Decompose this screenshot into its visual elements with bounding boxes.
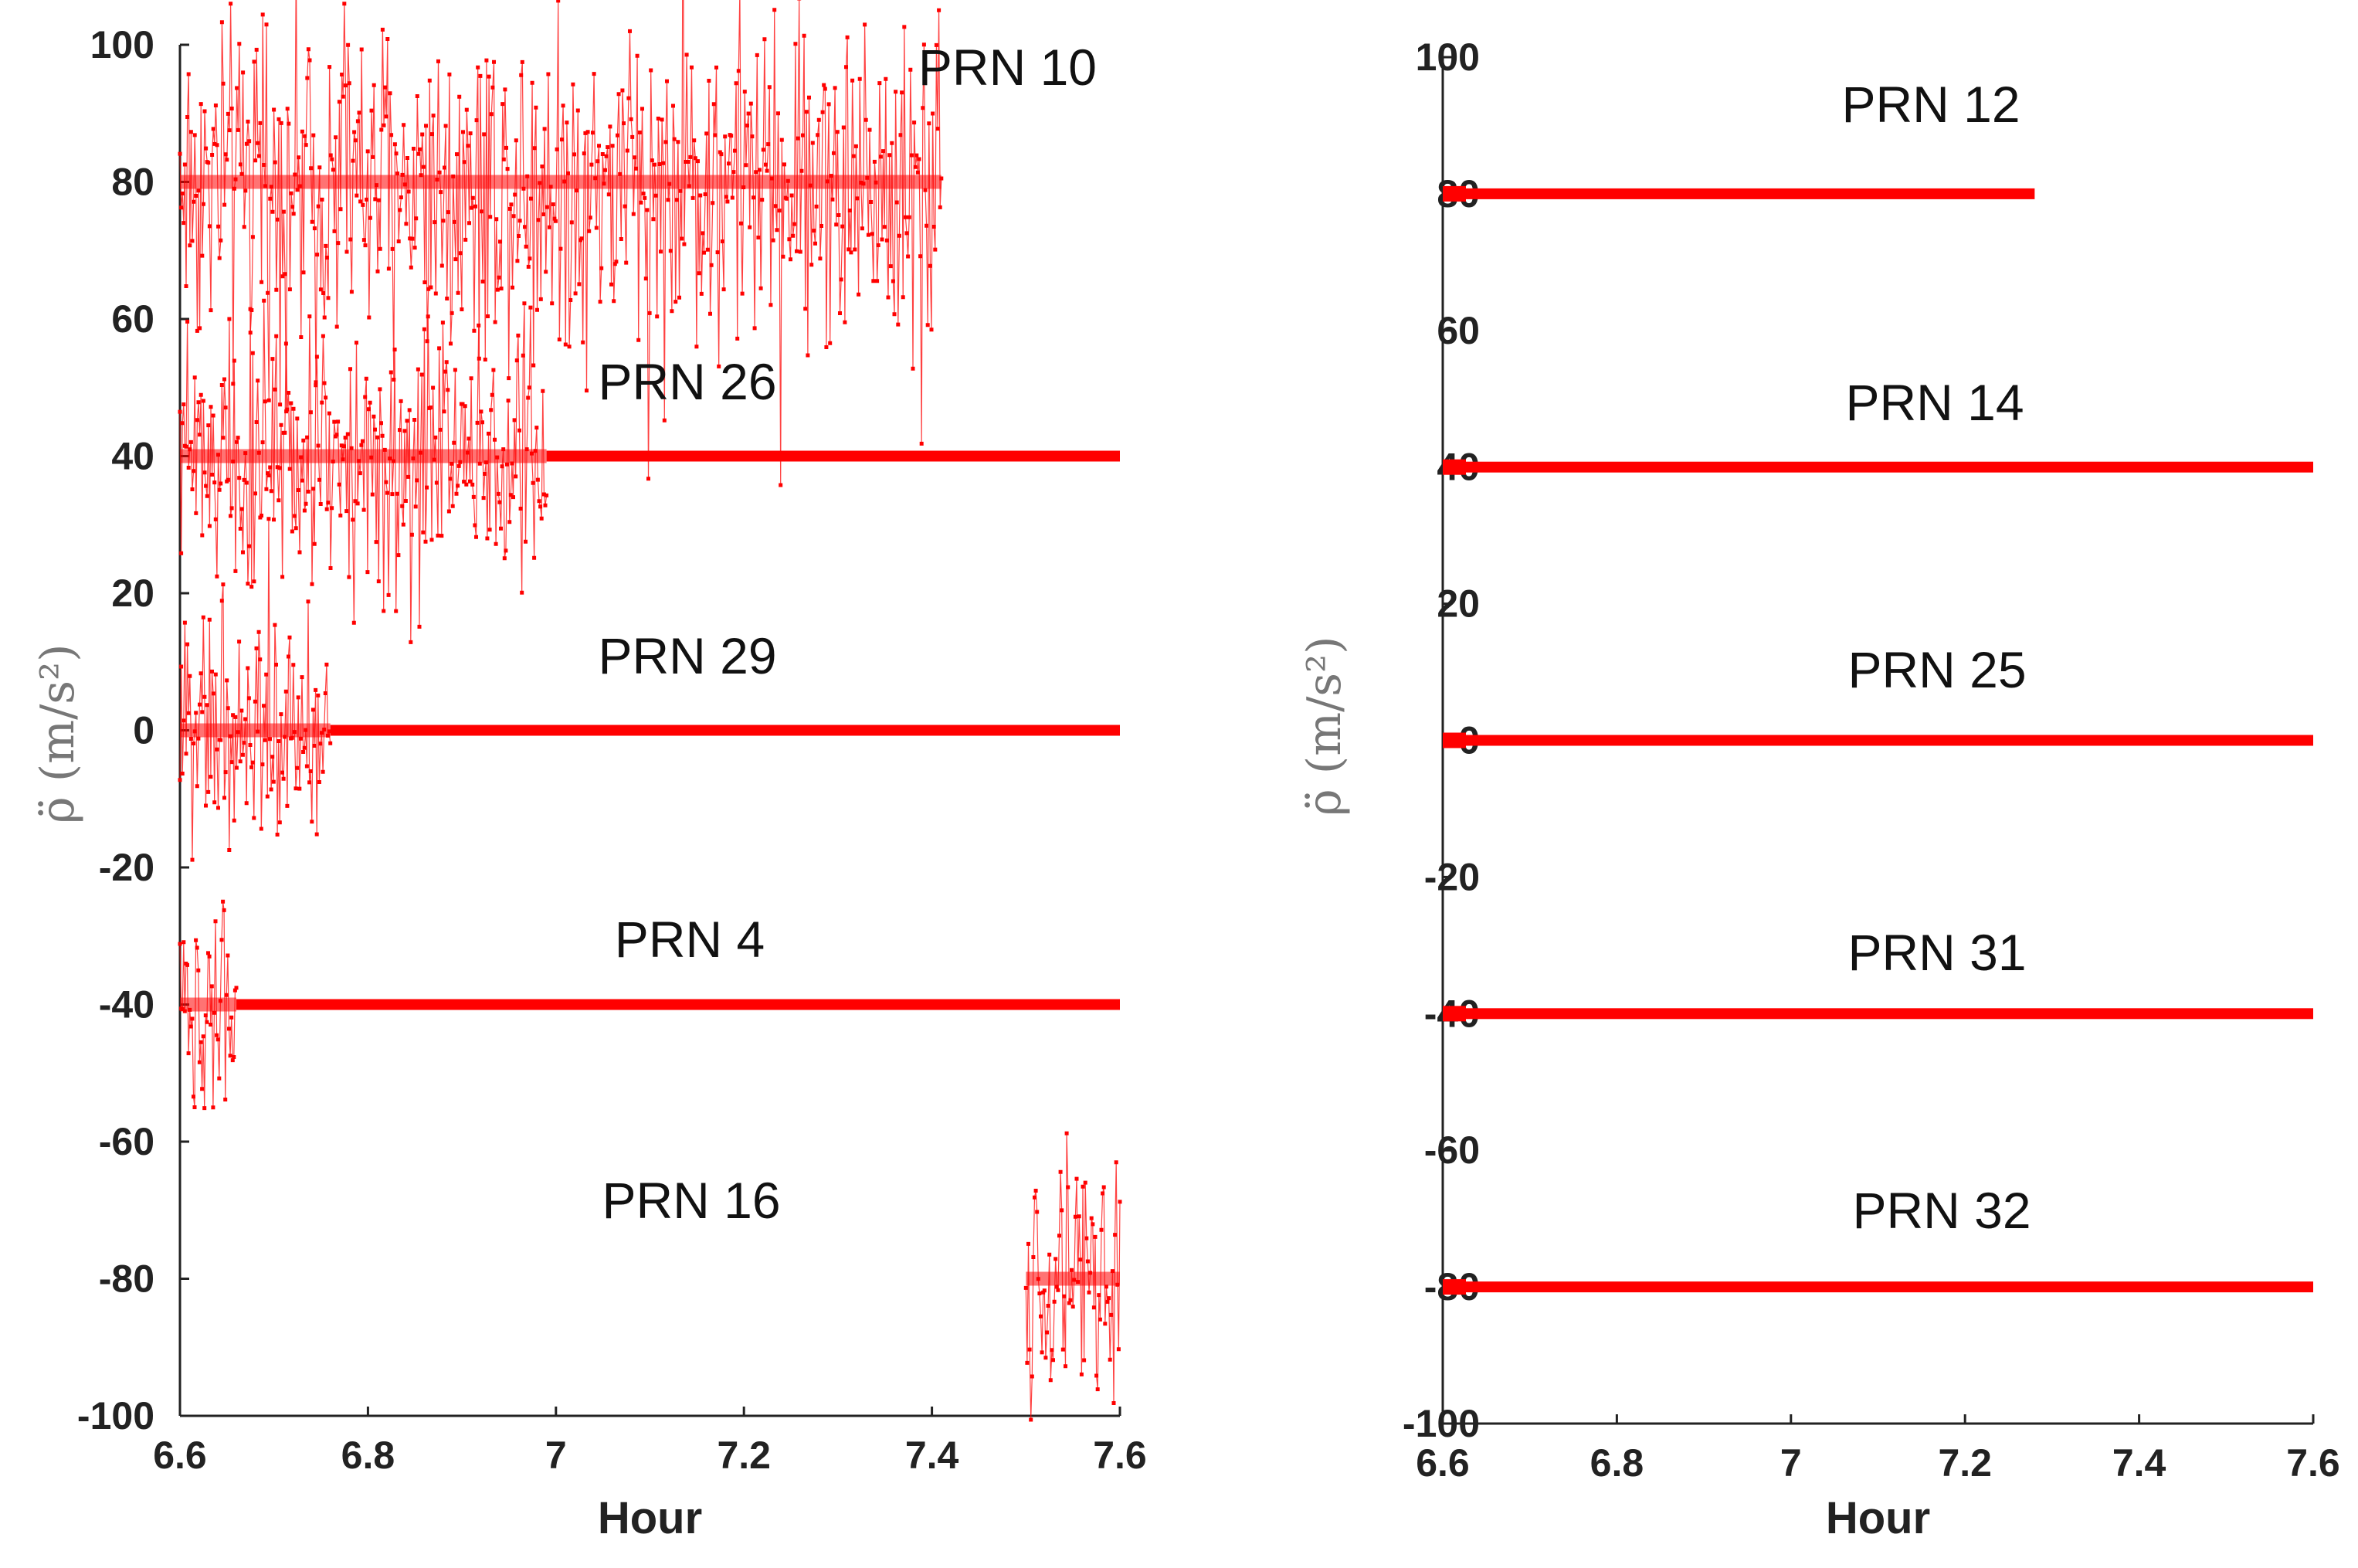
- series-band: [236, 999, 1120, 1010]
- series-label: PRN 32: [1852, 1182, 2031, 1239]
- y-tick-label: 20: [111, 572, 154, 615]
- y-tick-label: 100: [1416, 36, 1480, 79]
- series-prn-14: [1443, 459, 2313, 475]
- y-tick-label: -60: [99, 1120, 154, 1163]
- y-tick-label: -40: [99, 983, 154, 1027]
- series-band: [1443, 735, 2313, 746]
- x-tick-label: 7.6: [2286, 1441, 2340, 1485]
- series-label: PRN 14: [1845, 374, 2024, 431]
- series-start: [1443, 185, 1466, 202]
- y-tick-label: 0: [133, 709, 154, 752]
- series-prn-4: [178, 899, 1120, 1111]
- y-axis-label: ρ̈ (m/s²): [1298, 636, 1352, 816]
- x-tick-label: 6.6: [1416, 1441, 1470, 1485]
- series-core: [180, 723, 331, 738]
- series-core: [180, 175, 942, 189]
- series-label: PRN 31: [1847, 924, 2026, 981]
- series-prn-25: [1443, 732, 2313, 748]
- y-tick-label: -20: [1424, 855, 1480, 898]
- series-start: [1443, 1006, 1466, 1022]
- x-tick-label: 6.8: [1590, 1441, 1644, 1485]
- y-tick-label: 60: [1437, 309, 1480, 352]
- series-core: [180, 449, 547, 463]
- series-band: [546, 450, 1120, 462]
- series-label: PRN 25: [1847, 641, 2026, 698]
- right-panel: 100806040200-20-40-60-80-1006.66.877.27.…: [1298, 36, 2340, 1543]
- x-tick-label: 6.8: [341, 1434, 395, 1477]
- series-noise-line: [179, 300, 548, 643]
- series-label: PRN 4: [615, 911, 765, 968]
- x-tick-label: 7.4: [905, 1434, 959, 1477]
- series-core: [180, 997, 237, 1012]
- series-prn-16: [1023, 1131, 1122, 1422]
- series-label: PRN 16: [602, 1172, 780, 1229]
- series-label: PRN 29: [598, 627, 776, 684]
- x-tick-label: 7: [1780, 1441, 1802, 1485]
- y-tick-label: -100: [77, 1394, 154, 1437]
- series-start: [1443, 732, 1466, 748]
- series-noise-line: [179, 0, 942, 486]
- y-tick-label: -60: [1424, 1128, 1480, 1172]
- series-start: [1443, 459, 1466, 475]
- series-core: [1026, 1271, 1120, 1286]
- y-tick-label: 100: [90, 23, 154, 66]
- y-tick-label: 60: [111, 297, 154, 341]
- series-band: [330, 725, 1121, 736]
- series-band: [1443, 461, 2313, 473]
- x-tick-label: 7.6: [1093, 1434, 1147, 1477]
- series-label: PRN 26: [598, 353, 776, 410]
- y-tick-label: -20: [99, 846, 154, 889]
- y-tick-label: -100: [1403, 1402, 1480, 1445]
- series-label: PRN 10: [918, 39, 1097, 96]
- series-band: [1443, 1008, 2313, 1020]
- y-tick-label: 20: [1437, 582, 1480, 626]
- series-band: [1443, 1281, 2313, 1293]
- series-start: [1443, 1279, 1466, 1295]
- x-axis-label: Hour: [598, 1493, 702, 1543]
- y-tick-label: -80: [99, 1257, 154, 1301]
- series-band: [1443, 188, 2035, 199]
- x-tick-label: 7.2: [1938, 1441, 1992, 1485]
- x-axis-label: Hour: [1826, 1493, 1930, 1543]
- x-tick-label: 7: [545, 1434, 567, 1477]
- series-prn-31: [1443, 1006, 2313, 1022]
- x-tick-label: 7.2: [717, 1434, 771, 1477]
- series-prn-12: [1443, 185, 2035, 202]
- series-prn-10: [178, 0, 944, 487]
- series-noise-markers: [178, 899, 239, 1111]
- series-prn-29: [178, 517, 1121, 862]
- y-axis-label: ρ̈ (m/s²): [31, 643, 85, 823]
- x-tick-label: 7.4: [2112, 1441, 2166, 1485]
- y-tick-label: 80: [111, 161, 154, 204]
- series-prn-26: [178, 298, 1120, 644]
- y-tick-label: 40: [111, 435, 154, 478]
- x-tick-label: 6.6: [153, 1434, 207, 1477]
- series-prn-32: [1443, 1279, 2313, 1295]
- series-label: PRN 12: [1841, 76, 2020, 133]
- series-noise-line: [179, 518, 331, 860]
